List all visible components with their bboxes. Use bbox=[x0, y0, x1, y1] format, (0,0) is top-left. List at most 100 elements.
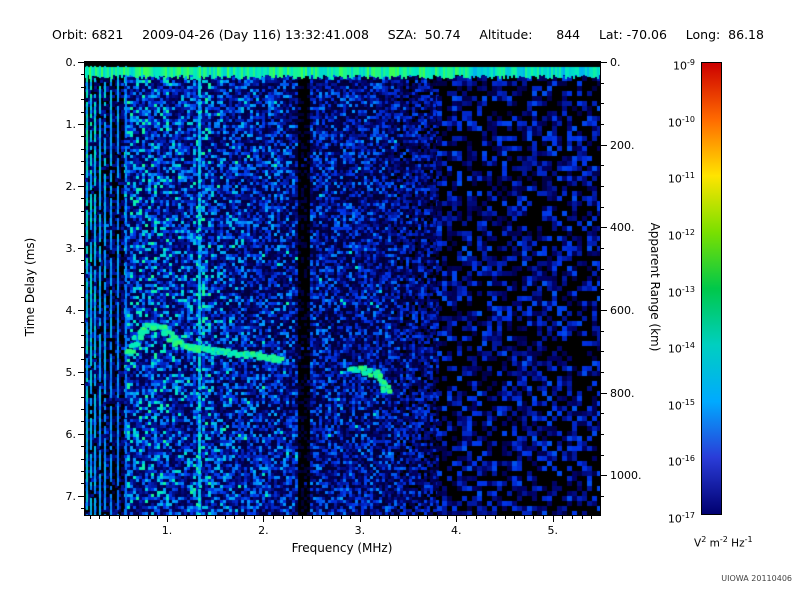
x-tick-minor bbox=[234, 515, 236, 519]
y2-tick-label: 600. bbox=[610, 303, 635, 317]
y2-tick-major bbox=[600, 475, 607, 477]
y2-tick-minor bbox=[600, 495, 604, 497]
y-tick-minor bbox=[81, 347, 85, 349]
colorbar bbox=[701, 62, 722, 515]
x-tick-minor bbox=[253, 515, 255, 519]
y-tick-label: 0. bbox=[65, 56, 77, 69]
header-datetime: 2009-04-26 (Day 116) 13:32:41.008 bbox=[142, 27, 369, 42]
x-tick-minor bbox=[581, 515, 583, 519]
y-tick-minor bbox=[81, 359, 85, 361]
x-tick-minor bbox=[205, 515, 207, 519]
x-tick-minor bbox=[340, 515, 342, 519]
header-long: Long: 86.18 bbox=[685, 27, 764, 42]
x-tick-minor bbox=[301, 515, 303, 519]
y-tick-minor bbox=[81, 285, 85, 287]
y-tick-minor bbox=[81, 111, 85, 113]
x-tick-minor bbox=[224, 515, 226, 519]
y2-tick-minor bbox=[600, 351, 604, 353]
y-tick-major bbox=[78, 62, 85, 63]
y-tick-minor bbox=[81, 384, 85, 386]
x-tick-label: 1. bbox=[161, 524, 173, 537]
x-tick-minor bbox=[398, 515, 400, 519]
x-axis-label: Frequency (MHz) bbox=[291, 541, 393, 555]
y-tick-minor bbox=[81, 508, 85, 510]
x-tick-minor bbox=[572, 515, 574, 519]
y2-tick-major bbox=[600, 309, 607, 311]
watermark: UIOWA 20110406 bbox=[721, 574, 792, 583]
y2-tick-major bbox=[600, 62, 607, 63]
y-tick-minor bbox=[81, 334, 85, 336]
y2-tick-minor bbox=[600, 185, 604, 187]
y-tick-minor bbox=[81, 272, 85, 274]
y-tick-label: 2. bbox=[65, 179, 77, 193]
x-tick-minor bbox=[109, 515, 111, 519]
y-tick-major bbox=[78, 247, 85, 249]
y2-tick-major bbox=[600, 144, 607, 146]
x-tick-minor bbox=[244, 515, 246, 519]
x-tick-minor bbox=[379, 515, 381, 519]
x-tick-minor bbox=[330, 515, 332, 519]
x-tick-minor bbox=[350, 515, 352, 519]
y2-tick-minor bbox=[600, 165, 604, 167]
x-tick-minor bbox=[494, 515, 496, 519]
colorbar-tick-label: 10-15 bbox=[667, 397, 695, 413]
y2-tick-label: 800. bbox=[610, 386, 635, 400]
y-tick-minor bbox=[81, 421, 85, 423]
x-tick-minor bbox=[311, 515, 313, 519]
y2-tick-minor bbox=[600, 330, 604, 332]
colorbar-tick-label: 10-12 bbox=[667, 227, 695, 243]
x-tick-minor bbox=[176, 515, 178, 519]
x-tick-minor bbox=[186, 515, 188, 519]
y-tick-major bbox=[78, 495, 85, 497]
y2-tick-minor bbox=[600, 103, 604, 105]
y2-tick-minor bbox=[600, 454, 604, 456]
x-tick-minor bbox=[485, 515, 487, 519]
plot-border bbox=[84, 61, 601, 516]
y-tick-minor bbox=[81, 136, 85, 138]
y2-tick-label: 0. bbox=[610, 56, 621, 69]
y-axis-label: Time Delay (ms) bbox=[23, 237, 37, 337]
y2-tick-label: 1000. bbox=[610, 469, 642, 483]
y2-tick-minor bbox=[600, 247, 604, 249]
y-tick-major bbox=[78, 185, 85, 187]
y-tick-minor bbox=[81, 198, 85, 200]
y-tick-minor bbox=[81, 235, 85, 237]
x-tick-minor bbox=[147, 515, 149, 519]
y2-tick-minor bbox=[600, 268, 604, 270]
colorbar-tick-label: 10-9 bbox=[673, 58, 695, 73]
y-tick-minor bbox=[81, 148, 85, 150]
y2-tick-major bbox=[600, 392, 607, 394]
colorbar-tick-label: 10-13 bbox=[667, 284, 695, 300]
x-tick-minor bbox=[273, 515, 275, 519]
x-tick-minor bbox=[321, 515, 323, 519]
x-tick-minor bbox=[446, 515, 448, 519]
y-tick-minor bbox=[81, 74, 85, 76]
x-tick-label: 4. bbox=[451, 524, 462, 537]
colorbar-tick-label: 10-14 bbox=[667, 341, 695, 356]
y-tick-label: 7. bbox=[65, 489, 77, 503]
y2-tick-minor bbox=[600, 82, 604, 84]
y-tick-minor bbox=[81, 396, 85, 398]
y-tick-label: 4. bbox=[65, 303, 77, 317]
y-tick-minor bbox=[81, 161, 85, 163]
y2-tick-minor bbox=[600, 413, 604, 415]
y-tick-minor bbox=[81, 458, 85, 460]
y-tick-minor bbox=[81, 471, 85, 472]
y-tick-label: 3. bbox=[65, 241, 77, 255]
x-tick-minor bbox=[504, 515, 506, 519]
y2-tick-minor bbox=[600, 371, 604, 373]
y-tick-minor bbox=[81, 223, 85, 225]
x-tick-minor bbox=[533, 515, 535, 519]
x-tick-minor bbox=[215, 515, 217, 519]
y2-tick-minor bbox=[600, 289, 604, 291]
y2-tick-label: 200. bbox=[610, 138, 635, 152]
y-tick-label: 1. bbox=[65, 117, 77, 131]
x-tick-minor bbox=[427, 515, 429, 519]
x-tick-minor bbox=[282, 515, 284, 519]
spectrogram-canvas bbox=[85, 62, 600, 515]
x-tick-minor bbox=[475, 515, 477, 519]
x-tick-minor bbox=[99, 515, 101, 519]
x-tick-minor bbox=[543, 515, 545, 519]
y-tick-minor bbox=[81, 210, 85, 212]
y-tick-label: 5. bbox=[65, 365, 77, 379]
